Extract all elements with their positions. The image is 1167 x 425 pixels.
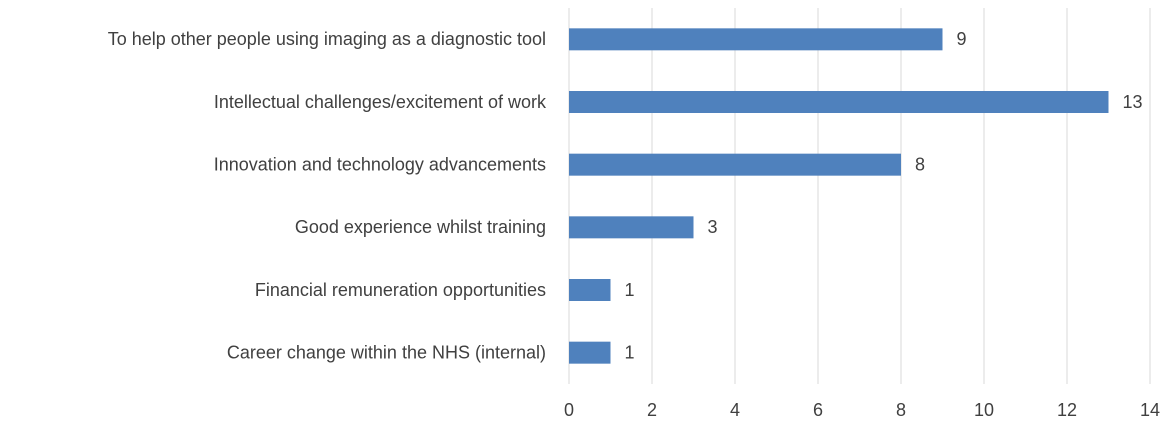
y-tick-label: Good experience whilst training [295, 217, 546, 237]
x-tick-label: 14 [1140, 400, 1160, 420]
y-tick-label: Financial remuneration opportunities [255, 280, 546, 300]
y-tick-label: To help other people using imaging as a … [108, 29, 546, 49]
x-tick-label: 0 [564, 400, 574, 420]
x-tick-label: 6 [813, 400, 823, 420]
data-label: 9 [957, 29, 967, 49]
y-tick-label: Innovation and technology advancements [214, 154, 546, 174]
data-label: 1 [625, 280, 635, 300]
x-tick-label: 4 [730, 400, 740, 420]
y-tick-label: Intellectual challenges/excitement of wo… [214, 92, 547, 112]
data-label: 8 [915, 154, 925, 174]
bar [569, 279, 611, 301]
data-label: 13 [1123, 92, 1143, 112]
bar [569, 216, 694, 239]
x-tick-label: 8 [896, 400, 906, 420]
x-tick-label: 2 [647, 400, 657, 420]
data-label: 3 [708, 217, 718, 237]
bar [569, 91, 1109, 113]
x-tick-label: 12 [1057, 400, 1077, 420]
bar [569, 153, 901, 176]
data-label: 1 [625, 342, 635, 362]
bar [569, 341, 611, 364]
y-tick-label: Career change within the NHS (internal) [227, 342, 546, 362]
bar [569, 28, 943, 51]
x-tick-label: 10 [974, 400, 994, 420]
